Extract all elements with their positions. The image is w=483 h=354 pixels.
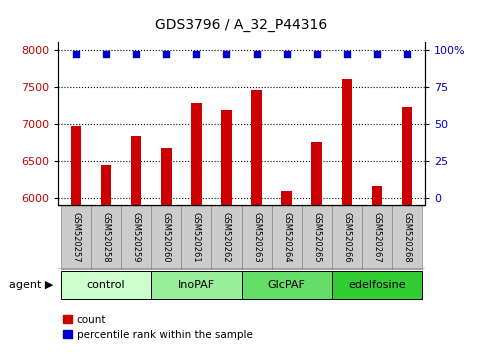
Bar	[312, 142, 322, 354]
Bar	[392, 205, 422, 269]
Text: GSM520266: GSM520266	[342, 212, 351, 263]
Text: edelfosine: edelfosine	[348, 280, 406, 290]
Point	[283, 51, 290, 57]
Text: GSM520258: GSM520258	[101, 212, 111, 263]
Bar	[341, 80, 352, 354]
Bar	[151, 205, 181, 269]
Point	[72, 51, 80, 57]
Bar	[242, 271, 332, 299]
Text: GSM520259: GSM520259	[132, 212, 141, 262]
Text: GSM520262: GSM520262	[222, 212, 231, 263]
Point	[373, 51, 381, 57]
Point	[313, 51, 321, 57]
Bar	[121, 205, 151, 269]
Text: agent ▶: agent ▶	[9, 280, 53, 290]
Bar	[181, 205, 212, 269]
Bar	[131, 137, 142, 354]
Text: GSM520267: GSM520267	[372, 212, 382, 263]
Bar	[101, 165, 112, 354]
Point	[193, 51, 200, 57]
Text: GDS3796 / A_32_P44316: GDS3796 / A_32_P44316	[156, 18, 327, 32]
Point	[132, 51, 140, 57]
Bar	[302, 205, 332, 269]
Text: control: control	[87, 280, 126, 290]
Bar	[151, 271, 242, 299]
Text: GSM520261: GSM520261	[192, 212, 201, 263]
Point	[403, 51, 411, 57]
Bar	[212, 205, 242, 269]
Bar	[242, 205, 271, 269]
Point	[343, 51, 351, 57]
Text: InoPAF: InoPAF	[178, 280, 215, 290]
Bar	[61, 271, 151, 299]
Bar	[362, 205, 392, 269]
Bar	[332, 271, 422, 299]
Bar	[61, 205, 91, 269]
Text: GSM520260: GSM520260	[162, 212, 171, 263]
Text: GlcPAF: GlcPAF	[268, 280, 306, 290]
Bar	[332, 205, 362, 269]
Bar	[91, 205, 121, 269]
Text: GSM520268: GSM520268	[402, 212, 412, 263]
Bar	[191, 103, 201, 354]
Text: GSM520264: GSM520264	[282, 212, 291, 263]
Bar	[221, 110, 232, 354]
Text: GSM520263: GSM520263	[252, 212, 261, 263]
Bar	[271, 205, 302, 269]
Bar	[371, 186, 382, 354]
Text: GSM520257: GSM520257	[71, 212, 81, 263]
Bar	[161, 148, 171, 354]
Text: GSM520265: GSM520265	[312, 212, 321, 263]
Bar	[402, 107, 412, 354]
Point	[102, 51, 110, 57]
Bar	[282, 191, 292, 354]
Bar	[71, 126, 81, 354]
Legend: count, percentile rank within the sample: count, percentile rank within the sample	[63, 315, 253, 340]
Point	[162, 51, 170, 57]
Bar	[251, 90, 262, 354]
Point	[253, 51, 260, 57]
Point	[223, 51, 230, 57]
